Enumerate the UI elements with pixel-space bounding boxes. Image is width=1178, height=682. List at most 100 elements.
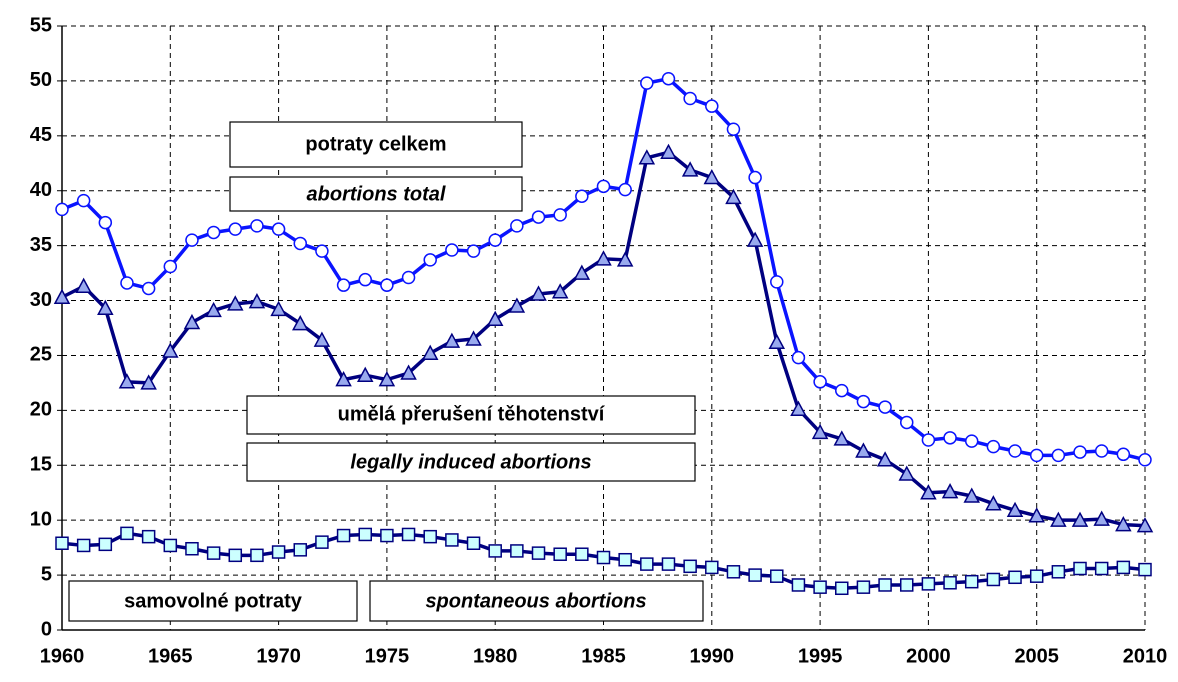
marker — [1073, 445, 1087, 459]
x-tick-label: 1975 — [365, 645, 410, 667]
y-tick-label: 0 — [41, 618, 52, 640]
marker — [97, 299, 114, 315]
marker — [899, 415, 914, 430]
marker — [878, 400, 892, 414]
y-tick-label: 45 — [30, 124, 52, 146]
x-tick-label: 1970 — [256, 645, 301, 667]
marker — [943, 431, 957, 445]
marker — [508, 297, 526, 313]
marker — [746, 231, 764, 247]
x-tick-label: 2005 — [1014, 645, 1059, 667]
marker — [813, 580, 827, 594]
marker — [380, 278, 394, 292]
marker — [899, 578, 914, 592]
marker — [1094, 444, 1109, 458]
marker — [250, 548, 264, 563]
marker — [1006, 501, 1024, 518]
marker — [1029, 448, 1044, 463]
marker — [358, 272, 372, 287]
marker — [986, 572, 1001, 587]
marker — [943, 576, 957, 590]
marker — [206, 225, 221, 240]
label-box — [229, 121, 523, 168]
marker — [98, 215, 113, 230]
marker — [315, 244, 329, 258]
marker — [163, 259, 178, 274]
marker — [1138, 562, 1152, 577]
marker — [118, 373, 136, 389]
marker — [248, 293, 266, 309]
series-label: spontaneous abortions — [425, 590, 646, 612]
y-tick-label: 40 — [30, 179, 52, 201]
marker — [140, 374, 157, 390]
marker — [898, 465, 915, 481]
marker — [378, 371, 396, 387]
y-tick-label: 5 — [41, 563, 52, 585]
label-box — [246, 395, 696, 435]
marker — [705, 99, 719, 113]
marker — [791, 350, 806, 365]
marker — [726, 565, 741, 579]
marker — [1051, 565, 1066, 579]
marker — [1008, 444, 1022, 458]
marker — [770, 275, 784, 289]
marker — [725, 188, 742, 205]
marker — [358, 527, 372, 542]
marker — [1073, 561, 1087, 576]
marker — [1029, 569, 1044, 583]
marker — [183, 313, 201, 330]
marker — [530, 285, 547, 301]
marker — [855, 442, 872, 458]
marker — [443, 332, 461, 348]
marker — [120, 526, 134, 541]
marker — [1116, 447, 1131, 462]
marker — [531, 546, 546, 560]
marker — [465, 330, 482, 346]
marker — [1050, 511, 1067, 527]
marker — [661, 71, 676, 86]
marker — [856, 580, 871, 594]
marker — [185, 233, 199, 247]
marker — [293, 236, 308, 251]
marker — [55, 536, 69, 550]
marker — [445, 533, 459, 547]
marker — [445, 243, 459, 257]
marker — [1093, 510, 1110, 526]
x-tick-label: 1980 — [473, 645, 518, 667]
marker — [596, 179, 611, 194]
marker — [573, 264, 591, 280]
marker — [575, 547, 589, 561]
marker — [748, 170, 762, 185]
marker — [141, 529, 156, 544]
y-tick-label: 50 — [30, 69, 52, 91]
marker — [55, 202, 69, 217]
marker — [1094, 561, 1109, 576]
marker — [770, 569, 784, 583]
marker — [466, 536, 481, 550]
marker — [985, 495, 1002, 511]
marker — [356, 366, 374, 382]
marker — [833, 430, 851, 446]
marker — [813, 375, 827, 389]
x-tick-label: 1965 — [148, 645, 193, 667]
marker — [726, 122, 741, 136]
marker — [76, 538, 91, 553]
marker — [683, 559, 697, 574]
series-label: legally induced abortions — [350, 451, 591, 473]
x-tick-label: 1990 — [690, 645, 735, 667]
marker — [228, 548, 243, 563]
marker — [703, 168, 721, 185]
series-label: umělá přerušení těhotenství — [338, 403, 606, 425]
marker — [120, 276, 134, 290]
marker — [661, 557, 676, 571]
marker — [488, 233, 502, 247]
marker — [616, 251, 634, 267]
marker — [510, 544, 524, 558]
marker — [53, 288, 71, 305]
marker — [878, 578, 892, 592]
x-tick-label: 2010 — [1123, 645, 1168, 667]
marker — [811, 423, 829, 440]
series-label: potraty celkem — [305, 133, 446, 155]
marker — [271, 545, 286, 559]
